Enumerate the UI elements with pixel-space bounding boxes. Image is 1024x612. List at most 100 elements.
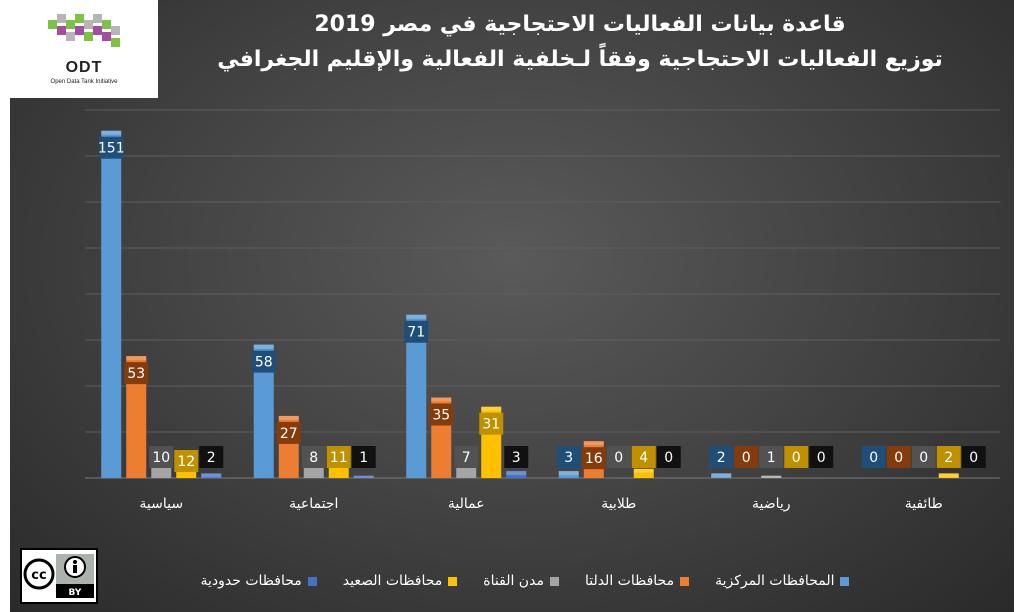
x-tick-label: اجتماعية xyxy=(289,496,338,512)
bar-highlight xyxy=(126,356,147,361)
data-label-box xyxy=(734,446,759,468)
legend-label: محافظات الدلتا xyxy=(584,573,675,589)
data-label-box xyxy=(351,446,376,468)
x-tick-label: طائفية xyxy=(905,496,943,512)
data-label: 0 xyxy=(894,450,903,466)
legend-item: محافظات الدلتا xyxy=(584,573,690,589)
bar xyxy=(406,314,427,478)
data-label-box xyxy=(581,447,606,470)
data-label: 71 xyxy=(407,325,425,341)
data-label: 2 xyxy=(944,450,953,466)
data-label-box xyxy=(99,136,124,159)
bar xyxy=(761,475,782,478)
bar-highlight xyxy=(253,344,274,349)
legend-item: محافظات حدودية xyxy=(201,573,317,589)
bar xyxy=(201,473,222,478)
data-label: 27 xyxy=(280,426,298,442)
x-tick-label: سياسية xyxy=(139,496,183,512)
bar-highlight xyxy=(278,415,299,420)
bar xyxy=(253,344,274,478)
data-label: 10 xyxy=(152,450,170,466)
bar xyxy=(126,356,147,478)
data-label-box xyxy=(174,450,199,472)
x-tick-label: طلابية xyxy=(601,496,636,512)
data-label-box xyxy=(656,446,681,468)
data-label: 58 xyxy=(255,355,273,371)
data-label-box xyxy=(936,446,961,468)
legend-swatch xyxy=(307,576,317,586)
x-tick-label: رياضية xyxy=(752,496,791,512)
bar-highlight xyxy=(711,473,732,478)
legend-swatch xyxy=(840,576,850,586)
bar-highlight xyxy=(938,473,959,478)
data-label: 0 xyxy=(664,450,673,466)
data-label-box xyxy=(809,446,834,468)
legend-swatch xyxy=(448,576,458,586)
data-label-box xyxy=(251,350,276,373)
legend-swatch xyxy=(549,576,559,586)
data-label-box xyxy=(784,446,809,468)
data-label: 11 xyxy=(330,450,348,466)
bar-highlight xyxy=(761,475,782,478)
data-label-box xyxy=(199,446,224,468)
data-label-box xyxy=(149,446,174,468)
data-label: 0 xyxy=(969,450,978,466)
data-label-box xyxy=(861,446,886,468)
data-label: 0 xyxy=(817,450,826,466)
bar xyxy=(353,475,374,478)
data-label: 16 xyxy=(585,451,603,467)
logo-subtitle: Open Data Tank Initiative xyxy=(50,79,118,85)
bar xyxy=(711,473,732,478)
data-label: 0 xyxy=(792,450,801,466)
data-label: 53 xyxy=(127,366,145,382)
data-label-box xyxy=(479,412,504,435)
data-label-box xyxy=(404,320,429,343)
logo-name: ODT xyxy=(65,59,103,76)
data-label-box xyxy=(759,446,784,468)
cc-license-badge: cc BY xyxy=(20,548,98,604)
bar xyxy=(506,471,527,478)
data-label-box xyxy=(429,403,454,426)
data-label: 0 xyxy=(869,450,878,466)
bar-highlight xyxy=(558,471,579,476)
odt-logo: ODT Open Data Tank Initiative xyxy=(10,0,158,98)
data-label-box xyxy=(504,446,529,468)
legend-item: محافظات الصعيد xyxy=(343,573,458,589)
data-label: 2 xyxy=(717,450,726,466)
data-label-box xyxy=(961,446,986,468)
data-label-box xyxy=(911,446,936,468)
legend-label: محافظات الصعيد xyxy=(342,573,443,589)
legend-label: مدن القناة xyxy=(483,573,544,589)
bar-highlight xyxy=(431,397,452,402)
x-tick-label: عمالية xyxy=(448,496,485,512)
data-label-box xyxy=(454,446,479,468)
bar-highlight xyxy=(201,473,222,478)
bar-highlight xyxy=(481,406,502,411)
bar-highlight xyxy=(353,475,374,478)
data-label: 35 xyxy=(432,408,450,424)
data-label-box xyxy=(556,446,581,468)
data-label-box xyxy=(124,362,149,385)
data-label: 8 xyxy=(309,450,318,466)
chart-title: قاعدة بيانات الفعاليات الاحتجاجية في مصر… xyxy=(314,12,846,37)
data-label: 3 xyxy=(564,450,573,466)
legend-item: مدن القناة xyxy=(483,573,559,589)
data-label: 0 xyxy=(742,450,751,466)
legend-item: المحافظات المركزية xyxy=(715,573,850,589)
data-label: 31 xyxy=(482,417,500,433)
data-label: 4 xyxy=(639,450,648,466)
odt-logo-mark-icon xyxy=(48,14,120,47)
creative-commons-by-icon: cc BY xyxy=(22,550,96,602)
data-label-box xyxy=(326,446,351,468)
bar xyxy=(558,471,579,478)
data-label: 151 xyxy=(98,141,125,157)
data-label-box xyxy=(276,421,301,444)
chart-legend: المحافظات المركزية محافظات الدلتا مدن القن… xyxy=(160,570,890,592)
data-label: 0 xyxy=(919,450,928,466)
legend-label: المحافظات المركزية xyxy=(715,573,835,589)
data-label-box xyxy=(709,446,734,468)
legend-swatch xyxy=(680,576,690,586)
data-label: 1 xyxy=(359,450,368,466)
data-label: 7 xyxy=(462,450,471,466)
